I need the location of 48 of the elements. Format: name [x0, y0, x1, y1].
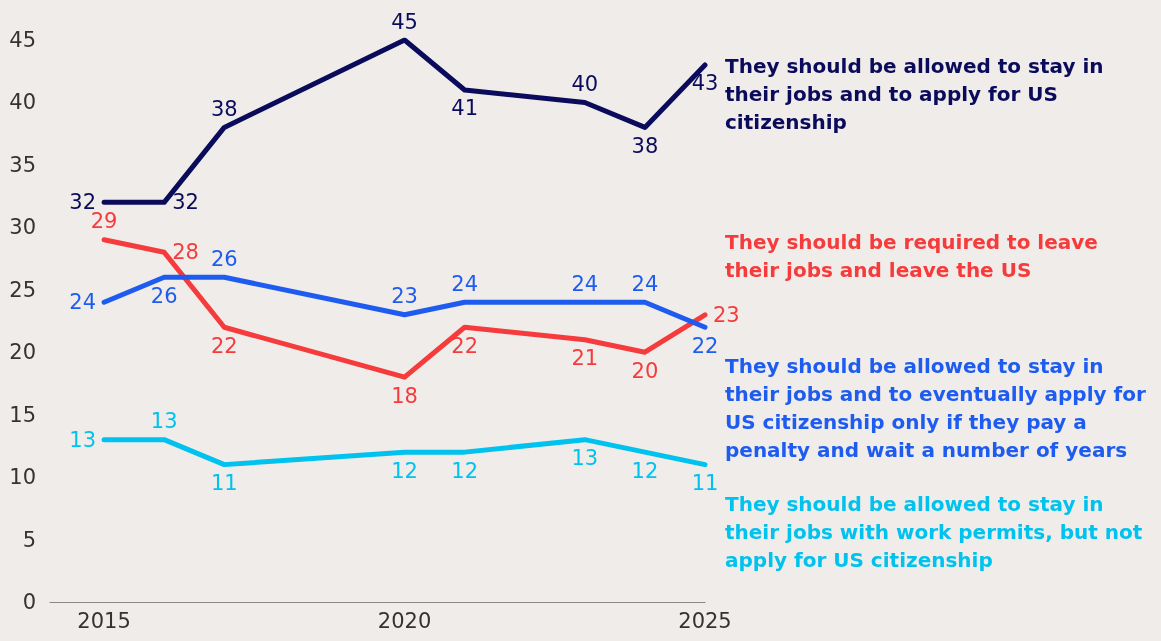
- y-tick-label: 45: [9, 28, 36, 52]
- series-label: They should be allowed to stay in their jobs and to apply for US citizenship: [725, 54, 1111, 134]
- data-label: 43: [691, 71, 719, 96]
- data-label: 13: [571, 446, 599, 471]
- data-label: 11: [210, 471, 238, 496]
- x-tick-label: 2025: [678, 608, 732, 633]
- data-label: 41: [451, 96, 478, 121]
- y-tick-label: 20: [9, 340, 36, 365]
- data-label: 26: [210, 246, 238, 271]
- data-label: 13: [69, 427, 97, 452]
- data-label: 24: [571, 271, 599, 296]
- y-tick-label: 10: [9, 465, 36, 490]
- data-label: 13: [150, 409, 178, 434]
- y-tick-label: 5: [22, 527, 36, 552]
- data-label: 22: [451, 333, 478, 358]
- data-label: 29: [90, 209, 118, 234]
- y-tick-label: 15: [9, 402, 36, 427]
- y-tick-label: 25: [9, 277, 36, 302]
- x-tick-label: 2020: [377, 608, 432, 633]
- data-label: 12: [451, 458, 478, 483]
- data-label: 20: [631, 358, 659, 383]
- series-label: They should be allowed to stay in their jobs with work permits, but not apply for US citizenship: [725, 492, 1150, 572]
- data-label: 11: [691, 471, 719, 496]
- data-label: 22: [691, 333, 719, 358]
- data-label: 45: [391, 9, 418, 34]
- data-label: 38: [210, 96, 238, 121]
- data-label: 23: [391, 284, 418, 309]
- data-label: 24: [451, 271, 478, 296]
- data-label: 26: [150, 283, 178, 308]
- y-tick-label: 0: [22, 590, 36, 614]
- data-label: 12: [391, 458, 418, 483]
- y-tick-label: 40: [9, 90, 36, 115]
- data-label: 23: [713, 302, 740, 327]
- x-tick-label: 2015: [77, 608, 131, 633]
- data-label: 38: [631, 133, 659, 158]
- data-label: 28: [172, 240, 199, 265]
- series-label: They should be allowed to stay in their jobs and to eventually apply for US citizenship only if they pay a penalty and wait a number of years: [725, 354, 1153, 462]
- data-label: 24: [631, 271, 659, 296]
- data-label: 22: [210, 333, 238, 358]
- data-label: 18: [391, 383, 418, 408]
- series-label: They should be required to leave their jobs and leave the US: [725, 230, 1105, 282]
- y-tick-label: 30: [9, 215, 36, 240]
- y-tick-label: 35: [9, 152, 36, 177]
- data-label: 21: [571, 346, 599, 371]
- data-label: 40: [571, 71, 599, 96]
- data-label: 12: [631, 458, 659, 483]
- data-label: 24: [69, 290, 97, 315]
- data-label: 32: [172, 190, 199, 215]
